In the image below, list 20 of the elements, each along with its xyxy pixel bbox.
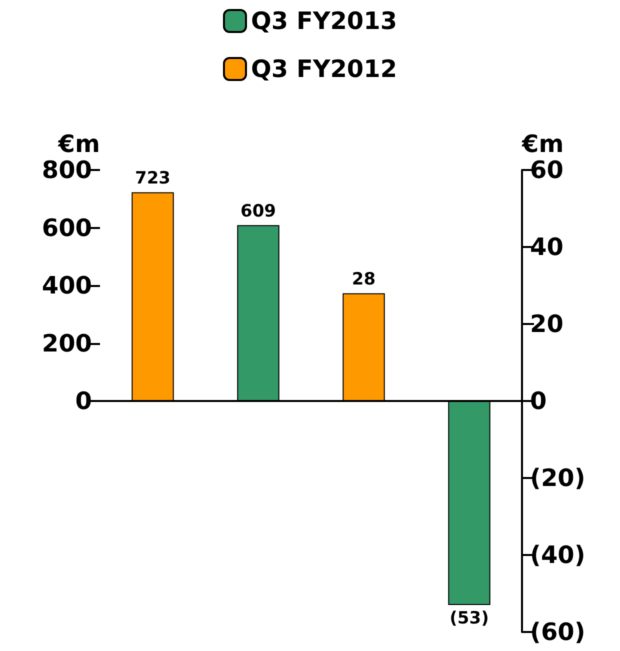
y2-tick-label: 0 [530, 387, 547, 415]
text: 723 [135, 168, 170, 189]
y2-tick-label: 40 [530, 233, 564, 261]
text: (53) [450, 608, 489, 629]
legend-label: Q3 FY2013 [250, 7, 398, 35]
legend-label: Q3 FY2012 [250, 55, 398, 83]
y-tick-label: 800 [42, 156, 92, 184]
y2-tick-label: (60) [530, 618, 586, 646]
y2-tick-label: 60 [530, 156, 564, 184]
y2-tick-label: (20) [530, 464, 586, 492]
y-tick-label: 0 [75, 387, 92, 415]
y-axis-title: €m [57, 130, 100, 158]
y2-axis-title: €m [521, 130, 564, 158]
y2-tick-label: (40) [530, 541, 586, 569]
y-tick-label: 400 [42, 272, 92, 300]
y-tick-label: 200 [42, 329, 92, 358]
text: 28 [352, 270, 376, 290]
text: 609 [240, 202, 276, 222]
y2-tick-label: 20 [530, 310, 564, 338]
y-tick-label: 600 [42, 214, 92, 242]
